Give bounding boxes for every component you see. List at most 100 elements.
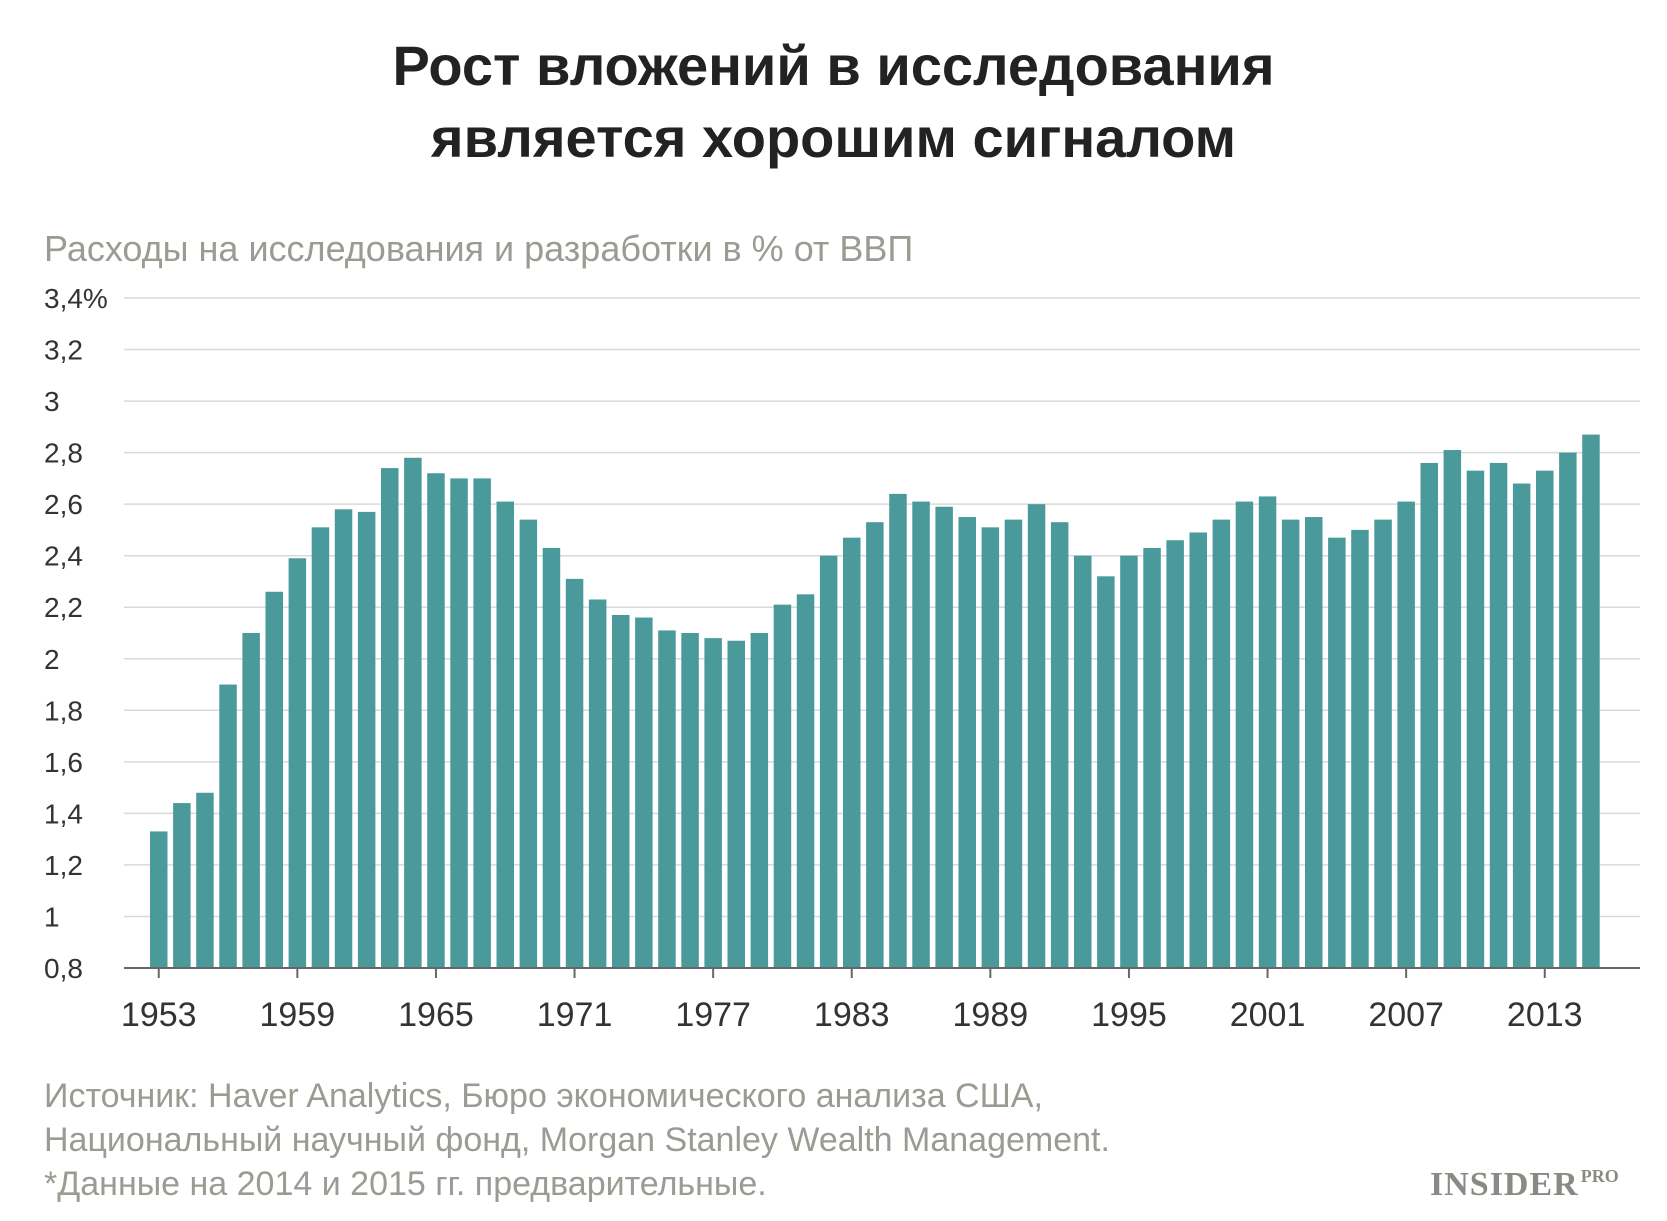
x-tick-label: 1959 (260, 996, 336, 1034)
chart-title-line-1: Рост вложений в исследования (392, 34, 1275, 97)
bar (1420, 462, 1438, 968)
bar (311, 527, 330, 968)
chart-title: Рост вложений в исследования является хо… (0, 30, 1667, 174)
bar (1281, 519, 1300, 968)
x-tick-label: 1977 (675, 996, 751, 1034)
x-tick-label: 1989 (953, 996, 1029, 1034)
bar (1512, 483, 1531, 968)
y-tick-label: 3 (44, 386, 60, 417)
bar (912, 501, 930, 968)
bar (658, 630, 676, 968)
bar (612, 614, 630, 968)
bar (242, 633, 260, 968)
bar (265, 591, 283, 968)
source-line-3: *Данные на 2014 и 2015 гг. предварительн… (44, 1165, 767, 1203)
x-tick-label: 1995 (1091, 996, 1167, 1034)
bar (1374, 519, 1392, 968)
x-tick-label: 1983 (814, 996, 890, 1034)
bar (1004, 519, 1023, 968)
y-tick-label: 1,2 (44, 850, 83, 881)
y-tick-label: 3,4% (44, 283, 108, 314)
bar (404, 457, 422, 968)
bar (1050, 522, 1069, 968)
bar (1166, 540, 1184, 968)
y-tick-label: 2,2 (44, 592, 83, 623)
chart-subtitle: Расходы на исследования и разработки в %… (44, 228, 914, 269)
source-line-2: Национальный научный фонд, Morgan Stanle… (44, 1121, 1110, 1159)
y-tick-label: 2,4 (44, 541, 83, 572)
y-tick-label: 2,6 (44, 489, 83, 520)
y-tick-label: 2 (44, 644, 60, 675)
bar (1328, 537, 1346, 968)
bar (1143, 547, 1161, 968)
bar-chart: 3,4% 3,2 3 2,8 2,6 2,4 2,2 2 1,8 1,6 1,4 1,2 1 0,8 19… (44, 283, 1640, 1034)
logo-sup: PRO (1580, 1166, 1619, 1186)
logo-text: INSIDER (1430, 1166, 1579, 1203)
bar (1351, 529, 1369, 968)
bar (981, 527, 1000, 968)
y-tick-label: 1,4 (44, 798, 83, 829)
bar (1097, 576, 1115, 968)
bar (889, 493, 907, 968)
bar (750, 633, 769, 968)
bar (565, 578, 584, 968)
bar (1027, 504, 1046, 968)
bar (173, 803, 191, 968)
bar (588, 599, 607, 968)
x-tick-label: 1965 (398, 996, 474, 1034)
bar (935, 506, 953, 968)
x-tick-label: 2013 (1507, 996, 1583, 1034)
bar (1120, 555, 1138, 968)
y-tick-label: 1 (44, 901, 60, 932)
bar (473, 478, 491, 968)
bar (681, 633, 699, 968)
bar (819, 555, 838, 968)
bar (219, 684, 237, 968)
bar (1559, 452, 1577, 969)
bar (1582, 434, 1600, 969)
bar (866, 522, 884, 968)
x-tick-label: 1953 (121, 996, 197, 1034)
source-line-1: Источник: Haver Analytics, Бюро экономич… (44, 1077, 1043, 1115)
bar (1305, 517, 1323, 968)
bar (1397, 501, 1415, 968)
bar (635, 617, 653, 968)
bar (1212, 519, 1231, 968)
bar (196, 792, 214, 968)
bar (334, 509, 353, 968)
x-tick-label: 2007 (1368, 996, 1444, 1034)
bars (150, 434, 1600, 969)
bar (1235, 501, 1254, 968)
bar (427, 473, 445, 968)
bar (727, 640, 745, 968)
bar (381, 468, 399, 968)
bar (1074, 555, 1092, 968)
bar (796, 594, 815, 968)
bar (542, 547, 561, 968)
y-tick-label: 1,8 (44, 695, 83, 726)
bar (150, 831, 168, 968)
bar (1258, 496, 1277, 968)
y-tick-label: 3,2 (44, 335, 83, 366)
x-tick-label: 2001 (1230, 996, 1306, 1034)
bar (1466, 470, 1485, 968)
bar (1489, 462, 1508, 968)
bar (357, 511, 376, 968)
x-tick-label: 1971 (537, 996, 613, 1034)
y-tick-label: 2,8 (44, 438, 83, 469)
bar (450, 478, 468, 968)
bar (1443, 450, 1462, 968)
bar (958, 517, 976, 968)
insider-pro-logo: INSIDER PRO (1430, 1166, 1619, 1204)
bar (843, 537, 861, 968)
source-note: Источник: Haver Analytics, Бюро экономич… (44, 1074, 1110, 1206)
x-axis-labels: 1953 1959 1965 1971 1977 1983 1989 1995 2001 2007… (121, 996, 1583, 1034)
y-axis-labels: 3,4% 3,2 3 2,8 2,6 2,4 2,2 2 1,8 1,6 1,4 1,2 1 0,8 (44, 283, 108, 984)
bar (288, 558, 307, 968)
chart-title-line-2: является хорошим сигналом (430, 106, 1237, 169)
bar (519, 519, 538, 968)
y-tick-label: 1,6 (44, 747, 83, 778)
bar (496, 501, 514, 968)
bar (1189, 532, 1207, 968)
y-tick-label: 0,8 (44, 953, 83, 984)
